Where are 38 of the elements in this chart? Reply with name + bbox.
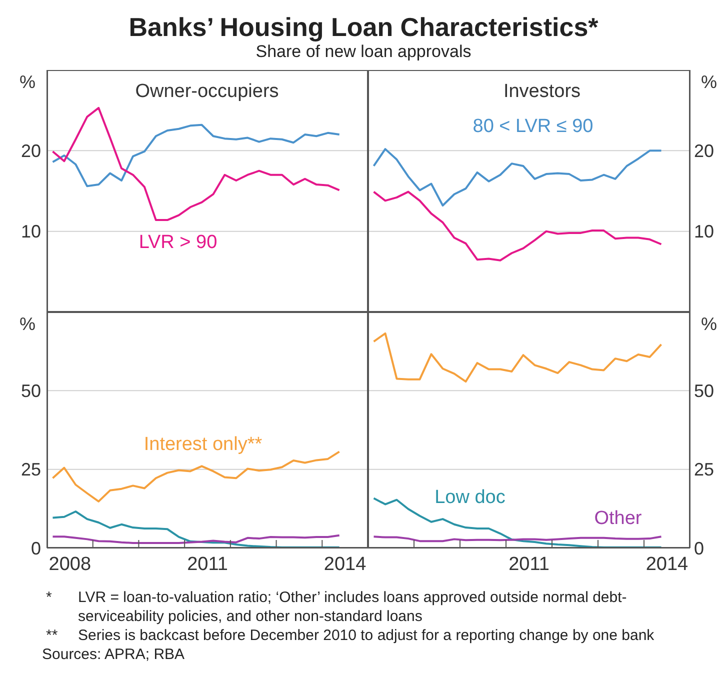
series-label: Interest only** xyxy=(144,434,262,456)
line-series xyxy=(372,148,662,207)
y-tick-label: 20 xyxy=(20,141,41,162)
series-label: Low doc xyxy=(434,487,506,509)
annotation: Owner-occupiers xyxy=(135,81,279,103)
source-note: Sources: APRA; RBA xyxy=(42,645,186,664)
y-tick-label: 50 xyxy=(694,381,714,402)
y-tick-label: 25 xyxy=(20,460,41,480)
annotation: Investors xyxy=(503,81,581,103)
series-label: 80 < LVR ≤ 90 xyxy=(472,116,594,138)
x-tick-label: 2008 xyxy=(48,554,92,575)
line-series xyxy=(372,332,662,383)
x-tick-label: 2014 xyxy=(646,554,689,575)
text: * LVR = loan-to-valuation ratio; ‘Other’ includes loans approved outside normal debt-serviceability policies, and other non-standard loans xyxy=(46,589,627,625)
x-tick-label: 2014 xyxy=(324,554,367,575)
series-label: LVR > 90 xyxy=(138,232,218,254)
line-series xyxy=(52,106,340,222)
series-label: Other xyxy=(594,508,642,530)
y-tick-label: 10 xyxy=(20,222,41,242)
chart-subtitle: Share of new loan approvals xyxy=(254,42,472,62)
y-tick-label: 20 xyxy=(694,141,714,162)
y-axis-title: % xyxy=(18,72,36,93)
x-tick-label: 2011 xyxy=(187,554,228,575)
y-tick-label: 50 xyxy=(20,381,41,402)
line-series xyxy=(52,534,340,544)
y-tick-label: 25 xyxy=(694,460,714,480)
chart-title: Banks’ Housing Loan Characteristics* xyxy=(128,12,600,43)
line-series xyxy=(52,124,340,188)
y-tick-label: 0 xyxy=(694,538,704,558)
y-axis-title: % xyxy=(18,314,36,335)
y-axis-title: % xyxy=(700,314,718,335)
text: ** Series is backcast before December 2010 to adjust for a reporting change by one bank xyxy=(46,627,654,644)
line-series xyxy=(372,190,662,262)
line-series xyxy=(52,510,340,548)
x-tick-label: 2011 xyxy=(508,554,550,575)
y-tick-label: 10 xyxy=(694,222,714,242)
y-axis-title: % xyxy=(700,72,718,93)
y-tick-label: 0 xyxy=(30,538,41,558)
